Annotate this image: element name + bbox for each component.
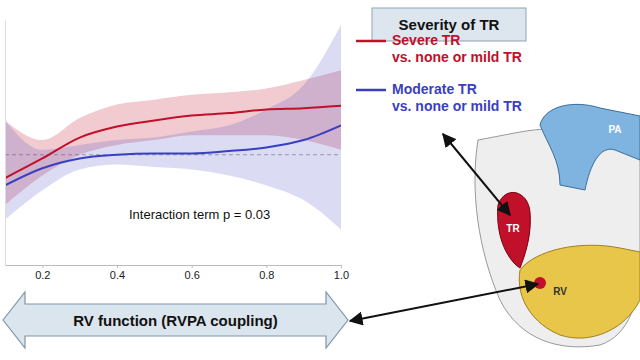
x-tick-mark <box>42 265 43 268</box>
x-tick: 0.6 <box>185 265 200 281</box>
x-tick: 1.0 <box>334 265 349 281</box>
x-label-arrow <box>3 292 348 348</box>
x-tick-mark <box>266 265 267 268</box>
slide: 0.2 0.4 0.6 1.0 0.8 Severity of TRSevere TRvs… <box>0 0 640 360</box>
right-ventricle <box>519 245 640 338</box>
tricuspid-regurgitation <box>498 192 531 268</box>
x-tick-mark <box>341 265 342 268</box>
x-tick-mark <box>192 265 193 268</box>
x-tick: 0.4 <box>110 265 125 281</box>
x-tick-mark <box>117 265 118 268</box>
diagram-label: PA <box>608 124 621 135</box>
x-tick: 0.8 <box>259 265 274 281</box>
legend-title: Severity of TR <box>399 16 500 33</box>
x-tick-label: 0.6 <box>185 269 200 281</box>
legend-swatch <box>356 40 386 43</box>
series-line <box>5 106 341 178</box>
series-line <box>5 125 341 185</box>
y-axis <box>5 21 6 266</box>
pulmonary-artery <box>540 104 640 190</box>
x-axis: 0.2 0.4 0.6 1.0 0.8 <box>6 265 350 281</box>
x-tick-label: 0.8 <box>259 269 274 281</box>
x-tick-label: 0.4 <box>110 269 125 281</box>
heart-diagram <box>475 104 640 347</box>
x-tick-label: 1.0 <box>334 269 349 281</box>
diagram-label: RV <box>553 286 567 297</box>
x-axis-line <box>6 265 342 266</box>
valve <box>534 277 546 289</box>
legend-entry: Severe TRvs. none or mild TR <box>392 32 522 65</box>
x-axis-title: RV function (RVPA coupling) <box>73 312 277 329</box>
x-tick-label: 0.2 <box>35 269 50 281</box>
confidence-band <box>5 25 341 230</box>
pointer-arrow <box>443 134 510 215</box>
y-axis-line <box>5 21 6 266</box>
plot-marks <box>5 25 341 230</box>
legend-swatch <box>356 89 386 92</box>
diagram-label: TR <box>506 223 520 234</box>
pointer-arrow <box>350 284 538 321</box>
annotation: Interaction term p = 0.03 <box>129 207 270 222</box>
x-tick: 0.2 <box>35 265 50 281</box>
legend-entry: Moderate TRvs. none or mild TR <box>392 81 522 114</box>
